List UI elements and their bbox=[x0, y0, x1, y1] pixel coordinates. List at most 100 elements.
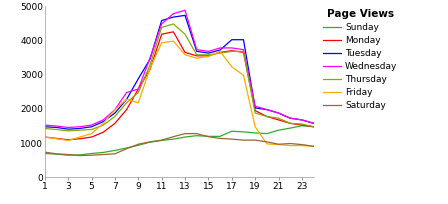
Thursday bbox=[89, 128, 94, 131]
Friday bbox=[112, 108, 118, 111]
Monday bbox=[54, 137, 59, 140]
Tuesday bbox=[276, 112, 281, 114]
Monday bbox=[147, 68, 153, 71]
Wednesday bbox=[194, 48, 199, 51]
Thursday bbox=[112, 115, 118, 118]
Friday bbox=[299, 144, 305, 147]
Friday bbox=[65, 139, 71, 142]
Saturday bbox=[288, 142, 293, 145]
Thursday bbox=[147, 64, 153, 66]
Sunday bbox=[253, 132, 258, 134]
Line: Thursday: Thursday bbox=[45, 24, 314, 131]
Sunday bbox=[206, 135, 211, 137]
Monday bbox=[311, 125, 316, 128]
Monday bbox=[136, 88, 141, 90]
Thursday bbox=[311, 125, 316, 128]
Monday bbox=[276, 119, 281, 121]
Sunday bbox=[299, 124, 305, 127]
Saturday bbox=[253, 139, 258, 141]
Wednesday bbox=[54, 125, 59, 127]
Sunday bbox=[171, 138, 176, 140]
Wednesday bbox=[264, 108, 270, 111]
Saturday bbox=[206, 135, 211, 138]
Friday bbox=[136, 102, 141, 104]
Sunday bbox=[182, 136, 188, 138]
Tuesday bbox=[89, 125, 94, 128]
Friday bbox=[100, 122, 106, 125]
Thursday bbox=[124, 102, 129, 104]
Tuesday bbox=[182, 14, 188, 17]
Tuesday bbox=[288, 117, 293, 119]
Friday bbox=[42, 136, 47, 138]
Saturday bbox=[217, 137, 223, 140]
Sunday bbox=[100, 151, 106, 154]
Wednesday bbox=[112, 108, 118, 111]
Friday bbox=[253, 125, 258, 128]
Wednesday bbox=[311, 122, 316, 125]
Tuesday bbox=[65, 128, 71, 130]
Tuesday bbox=[217, 49, 223, 51]
Sunday bbox=[288, 127, 293, 129]
Thursday bbox=[264, 115, 270, 118]
Saturday bbox=[264, 141, 270, 143]
Tuesday bbox=[77, 127, 82, 130]
Friday bbox=[124, 98, 129, 101]
Saturday bbox=[136, 143, 141, 145]
Sunday bbox=[54, 153, 59, 155]
Sunday bbox=[124, 147, 129, 149]
Thursday bbox=[229, 50, 234, 53]
Friday bbox=[194, 57, 199, 59]
Sunday bbox=[159, 139, 164, 142]
Saturday bbox=[124, 147, 129, 150]
Saturday bbox=[112, 153, 118, 155]
Saturday bbox=[65, 153, 71, 156]
Wednesday bbox=[241, 48, 246, 51]
Tuesday bbox=[264, 108, 270, 111]
Sunday bbox=[42, 152, 47, 155]
Friday bbox=[241, 74, 246, 76]
Saturday bbox=[194, 132, 199, 135]
Monday bbox=[253, 109, 258, 112]
Line: Monday: Monday bbox=[45, 32, 314, 140]
Saturday bbox=[299, 143, 305, 146]
Monday bbox=[264, 115, 270, 118]
Wednesday bbox=[136, 88, 141, 90]
Saturday bbox=[276, 143, 281, 145]
Friday bbox=[217, 50, 223, 53]
Monday bbox=[206, 55, 211, 57]
Thursday bbox=[171, 23, 176, 25]
Saturday bbox=[147, 141, 153, 143]
Friday bbox=[206, 55, 211, 58]
Tuesday bbox=[311, 122, 316, 125]
Wednesday bbox=[124, 91, 129, 94]
Monday bbox=[159, 33, 164, 35]
Monday bbox=[241, 51, 246, 54]
Wednesday bbox=[276, 112, 281, 114]
Tuesday bbox=[147, 58, 153, 60]
Friday bbox=[54, 137, 59, 140]
Friday bbox=[276, 143, 281, 146]
Tuesday bbox=[253, 107, 258, 109]
Tuesday bbox=[54, 126, 59, 129]
Friday bbox=[77, 136, 82, 138]
Wednesday bbox=[182, 9, 188, 11]
Thursday bbox=[77, 129, 82, 131]
Wednesday bbox=[288, 117, 293, 119]
Friday bbox=[288, 144, 293, 147]
Sunday bbox=[89, 152, 94, 155]
Monday bbox=[171, 31, 176, 33]
Tuesday bbox=[136, 78, 141, 80]
Thursday bbox=[136, 91, 141, 94]
Thursday bbox=[253, 112, 258, 114]
Wednesday bbox=[42, 124, 47, 126]
Monday bbox=[89, 136, 94, 138]
Monday bbox=[182, 51, 188, 54]
Thursday bbox=[194, 54, 199, 56]
Sunday bbox=[147, 141, 153, 143]
Thursday bbox=[182, 33, 188, 35]
Wednesday bbox=[217, 47, 223, 49]
Monday bbox=[100, 131, 106, 133]
Thursday bbox=[206, 54, 211, 56]
Sunday bbox=[229, 130, 234, 132]
Sunday bbox=[276, 129, 281, 131]
